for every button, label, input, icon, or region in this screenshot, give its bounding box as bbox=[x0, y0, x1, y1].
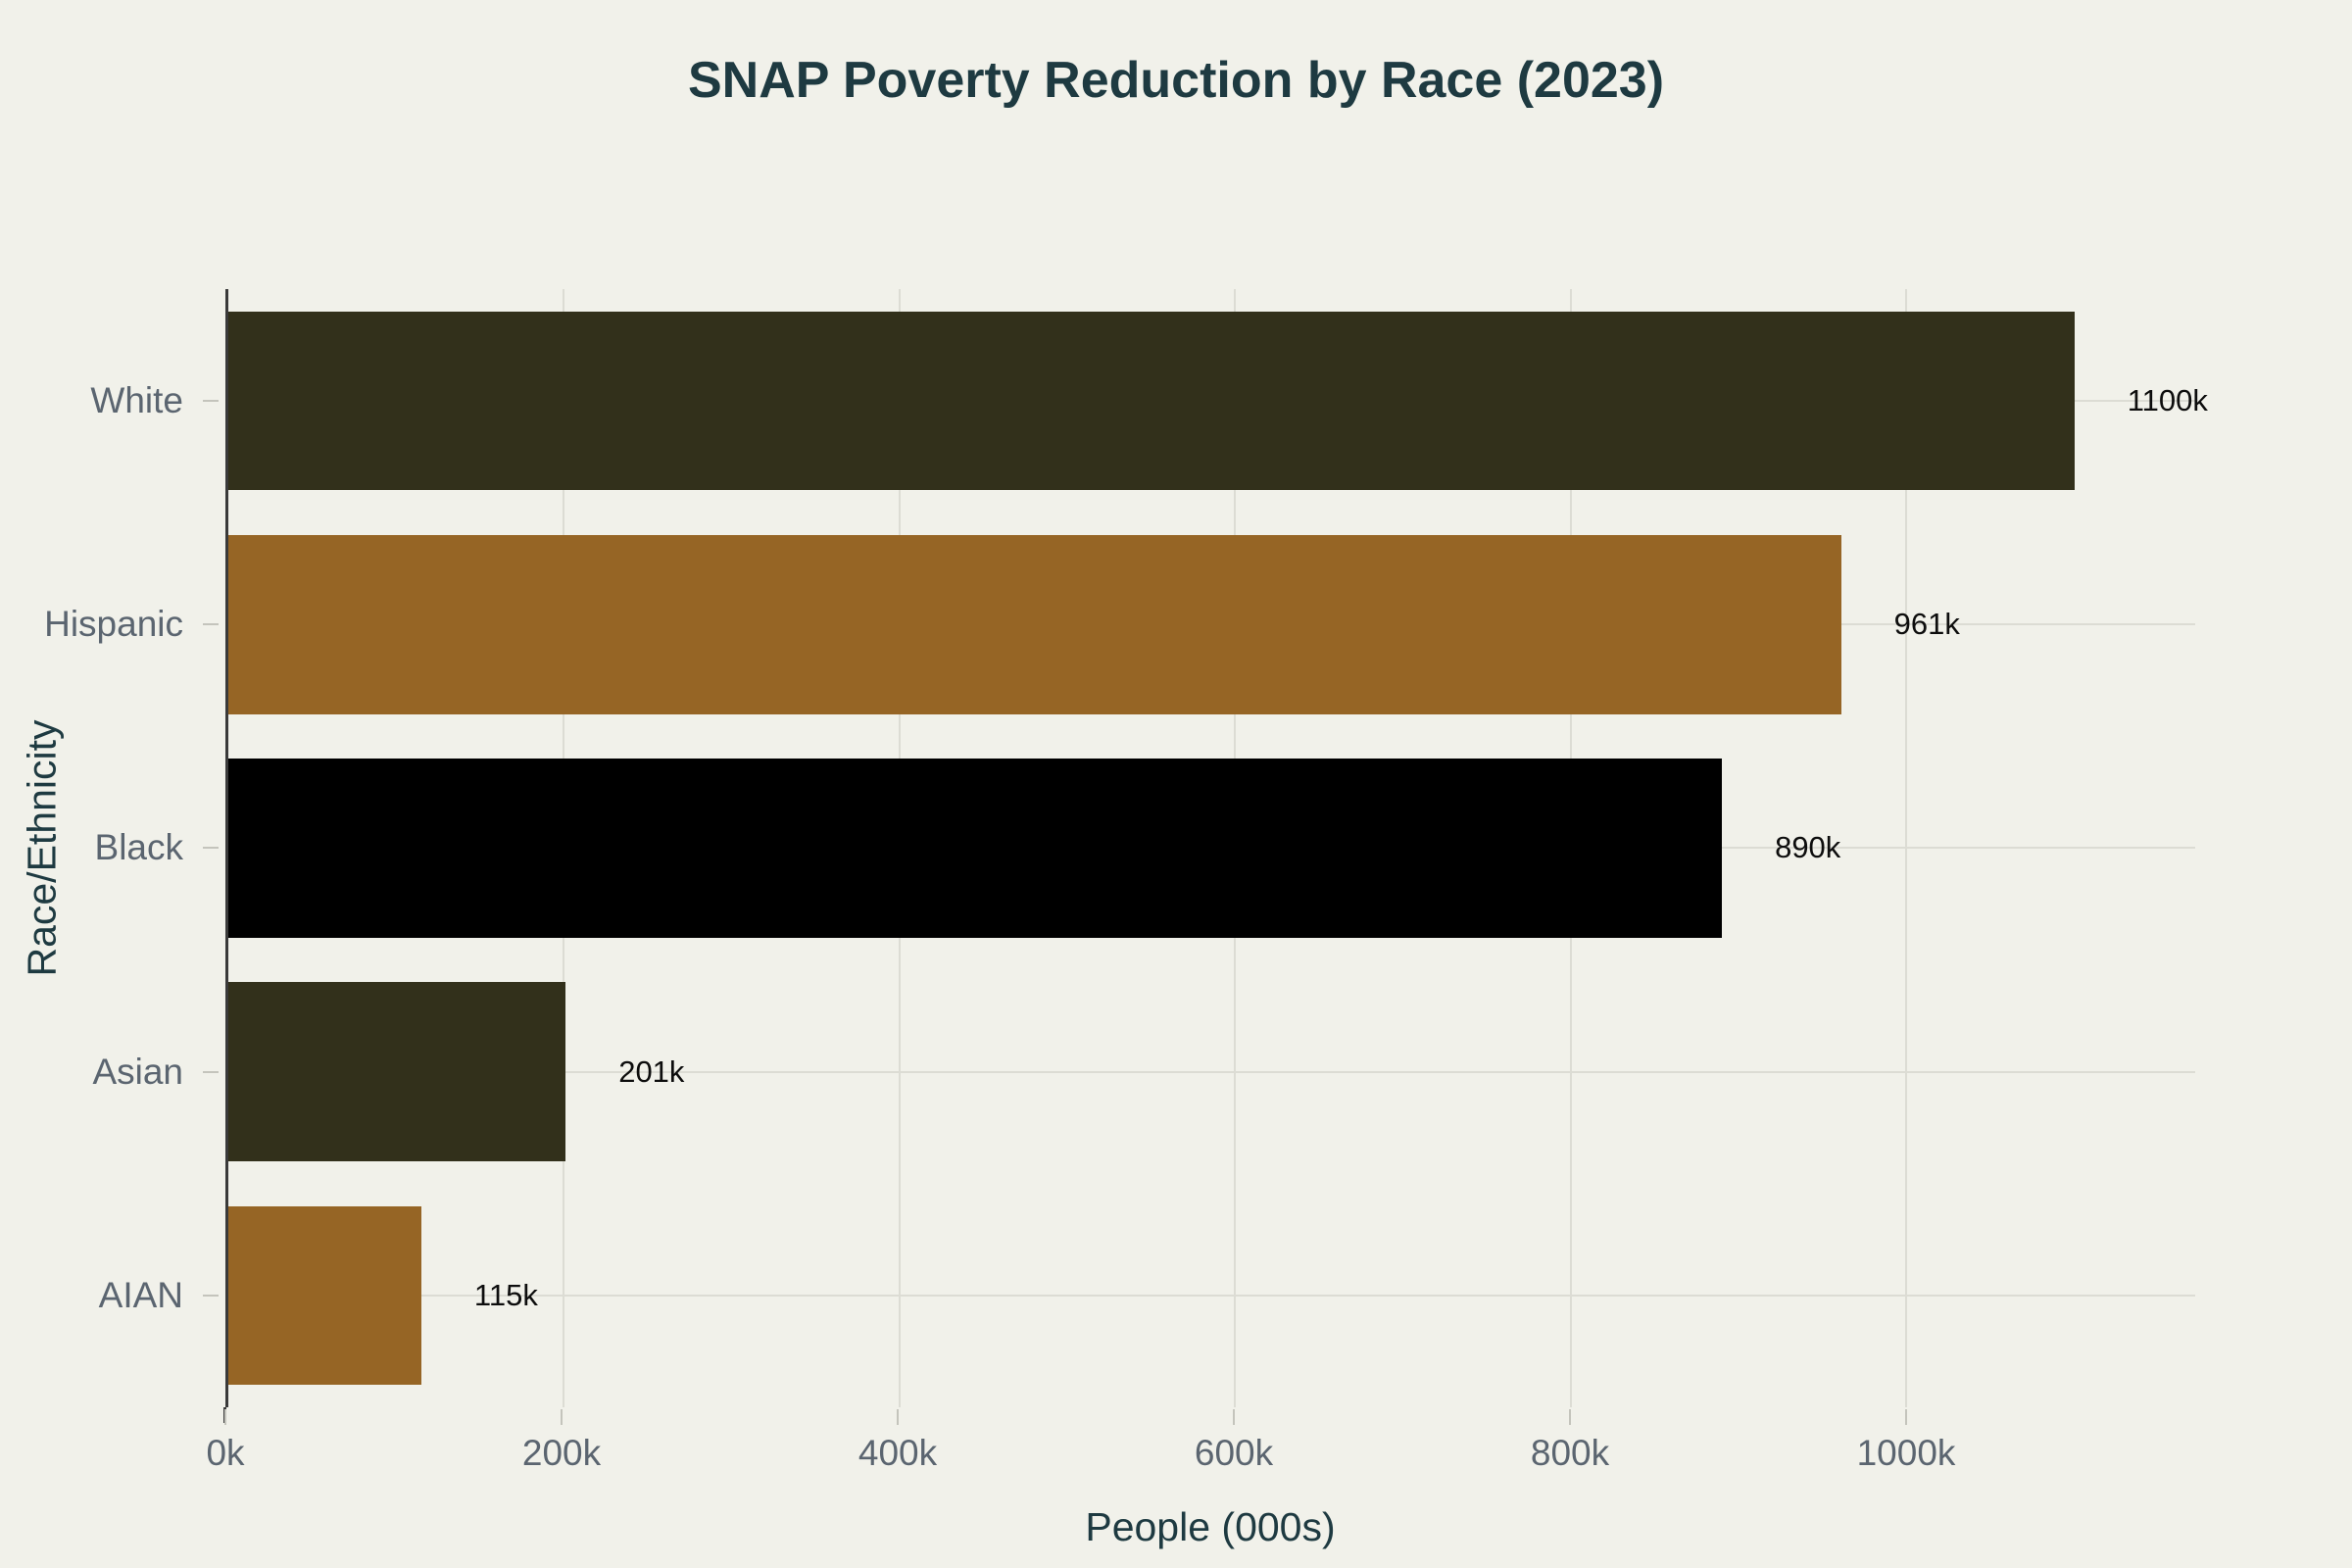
y-tick-mark bbox=[203, 1070, 219, 1073]
plot-area: 1100k 961k 890k 201k 115k bbox=[225, 289, 2208, 1407]
value-label-black: 890k bbox=[1775, 830, 1841, 865]
bar-black bbox=[228, 759, 1723, 938]
x-tick-label-600k: 600k bbox=[1194, 1433, 1274, 1473]
bar-asian bbox=[228, 982, 566, 1161]
gridline-horizontal bbox=[228, 1070, 2195, 1073]
bar-aian bbox=[228, 1205, 421, 1386]
y-tick-mark bbox=[203, 847, 219, 850]
x-tick-mark bbox=[1569, 1409, 1571, 1425]
x-tick-mark bbox=[1233, 1409, 1235, 1425]
x-axis: 0k 200k 400k 600k 800k 1000k bbox=[206, 1407, 2195, 1525]
y-tick-mark bbox=[203, 623, 219, 626]
x-tick-label-800k: 800k bbox=[1530, 1433, 1610, 1473]
value-label-white: 1100k bbox=[2127, 383, 2208, 418]
bar-white bbox=[228, 311, 2075, 491]
y-label-row-hispanic: Hispanic bbox=[0, 513, 222, 736]
bar-row-asian: 201k bbox=[228, 960, 2195, 1184]
bar-row-black: 890k bbox=[228, 736, 2195, 959]
x-tick-label-200k: 200k bbox=[521, 1433, 602, 1473]
x-tick-label-0k: 0k bbox=[206, 1433, 245, 1473]
y-tick-mark bbox=[203, 400, 219, 403]
y-axis-labels: White Hispanic Black Asian AIAN bbox=[0, 289, 222, 1407]
category-label-black: Black bbox=[94, 827, 183, 868]
bar-row-aian: 115k bbox=[228, 1184, 2195, 1407]
value-label-hispanic: 961k bbox=[1893, 607, 1960, 642]
value-label-aian: 115k bbox=[473, 1277, 538, 1312]
x-tick-label-400k: 400k bbox=[858, 1433, 938, 1473]
category-label-hispanic: Hispanic bbox=[44, 604, 183, 645]
category-label-asian: Asian bbox=[92, 1051, 183, 1092]
y-label-row-white: White bbox=[0, 289, 222, 513]
value-label-asian: 201k bbox=[618, 1054, 685, 1089]
x-tick-mark bbox=[1905, 1409, 1908, 1425]
y-label-row-black: Black bbox=[0, 736, 222, 959]
y-tick-mark bbox=[203, 1294, 219, 1297]
y-label-row-asian: Asian bbox=[0, 960, 222, 1184]
bar-hispanic bbox=[228, 535, 1841, 714]
y-label-row-aian: AIAN bbox=[0, 1184, 222, 1407]
bar-row-white: 1100k bbox=[228, 289, 2208, 513]
x-tick-mark bbox=[561, 1409, 563, 1425]
x-tick-mark bbox=[897, 1409, 899, 1425]
chart-title: SNAP Poverty Reduction by Race (2023) bbox=[687, 52, 1665, 109]
x-axis-title: People (000s) bbox=[1085, 1504, 1336, 1549]
bar-row-hispanic: 961k bbox=[228, 513, 2195, 736]
category-label-white: White bbox=[90, 380, 183, 421]
gridline-horizontal bbox=[228, 1294, 2195, 1297]
x-tick-mark bbox=[224, 1409, 226, 1425]
category-label-aian: AIAN bbox=[98, 1274, 183, 1315]
x-tick-label-1000k: 1000k bbox=[1856, 1433, 1956, 1473]
